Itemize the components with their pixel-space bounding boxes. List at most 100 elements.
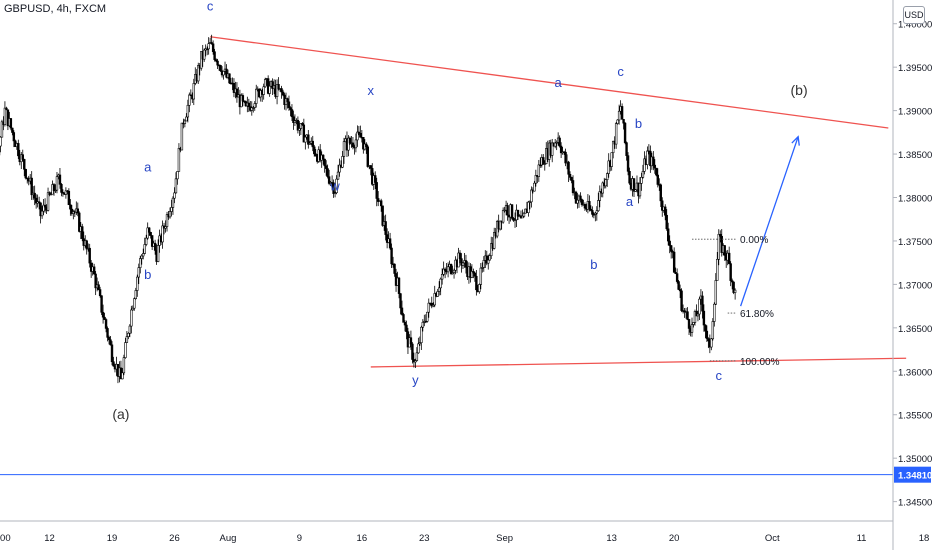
candle-body [498, 220, 502, 230]
candle-body [567, 161, 570, 175]
candle-body [458, 252, 462, 259]
candle-body [299, 123, 303, 129]
candle-body [136, 276, 139, 291]
candle-body [362, 137, 365, 150]
candle-body [659, 184, 662, 202]
candle-body [67, 190, 71, 206]
candle-body [252, 107, 255, 109]
candle-body [606, 173, 609, 180]
candle-body [49, 193, 53, 196]
candle-body [488, 255, 491, 261]
time-tick-label: Oct [765, 533, 780, 544]
candle-body [101, 311, 105, 318]
candle-body [92, 266, 96, 275]
candle-body [527, 201, 530, 213]
candle-body [501, 209, 505, 223]
candle-body [674, 272, 677, 274]
candle-body [521, 215, 524, 219]
candle-body [205, 48, 209, 50]
candle-body [506, 205, 509, 216]
candle-body [564, 151, 567, 164]
candle-body [601, 182, 604, 194]
candle-body [522, 212, 526, 217]
candle-body [623, 122, 627, 143]
fib-level-label: 0.00% [740, 235, 768, 246]
candle-body [614, 123, 618, 145]
wave-labels: c a b (a) w x y a b c b a c (b) [112, 0, 807, 422]
trendline [210, 36, 889, 129]
candle-body [533, 182, 536, 192]
currency-badge[interactable]: USD [903, 6, 925, 24]
candle-body [399, 293, 402, 309]
candle-body [661, 200, 664, 211]
candle-body [652, 156, 655, 166]
candle-body [250, 107, 253, 111]
candle-body [235, 88, 239, 98]
candle-body [9, 118, 13, 129]
candle-body [464, 260, 468, 268]
candle-body [418, 342, 422, 345]
candle-body [655, 167, 658, 176]
candle-body [714, 280, 717, 305]
fib-level-label: 61.80% [740, 309, 774, 320]
candle-body [379, 200, 383, 207]
candle-body [478, 284, 481, 292]
candle-body [437, 287, 441, 292]
candle-body [503, 209, 506, 212]
candle-body [124, 342, 127, 358]
candle-body [669, 245, 673, 252]
candle-body [58, 174, 62, 185]
candle-body [625, 142, 628, 156]
candle-body [589, 208, 593, 211]
price-tick-label: 1.39500 [898, 63, 932, 74]
wave-label: a [626, 194, 634, 209]
time-tick-label: 18 [919, 533, 930, 544]
candle-body [290, 109, 294, 118]
candle-body [555, 142, 558, 144]
candle-body [690, 324, 694, 333]
candle-body [472, 271, 475, 274]
candle-body [588, 201, 591, 210]
candle-body [24, 168, 27, 179]
candle-body [665, 214, 668, 230]
candle-body [432, 304, 435, 307]
candle-body [487, 259, 490, 264]
candle-body [69, 204, 72, 210]
candle-body [342, 141, 346, 157]
candle-body [39, 202, 42, 217]
candle-body [351, 142, 355, 147]
candle-body [510, 204, 514, 219]
candle-body [675, 273, 679, 282]
candle-body [333, 192, 337, 194]
candle-body [3, 107, 7, 126]
candle-body [461, 262, 465, 266]
candle-body [574, 191, 578, 204]
candle-body [164, 226, 167, 229]
candle-body [277, 84, 280, 90]
candle-body [677, 281, 680, 290]
candle-body [263, 79, 267, 88]
time-tick-label: 20 [669, 533, 680, 544]
candle-body [723, 245, 726, 256]
candle-body [727, 252, 731, 264]
candle-body [321, 154, 325, 160]
candle-body [268, 85, 271, 94]
candle-body [200, 51, 203, 69]
candle-body [583, 204, 587, 209]
candle-body [23, 159, 26, 170]
candle-body [341, 156, 344, 168]
candle-body [668, 240, 671, 246]
candle-body [481, 267, 484, 269]
candle-body [729, 263, 732, 281]
candle-body [485, 255, 488, 264]
candle-body [446, 266, 450, 273]
candle-body [534, 175, 538, 184]
wave-label: c [716, 368, 723, 383]
candle-body [133, 298, 136, 309]
candle-body [730, 280, 734, 283]
price-tick-label: 1.39000 [898, 107, 932, 118]
candle-body [451, 272, 454, 274]
candle-body [695, 311, 698, 317]
